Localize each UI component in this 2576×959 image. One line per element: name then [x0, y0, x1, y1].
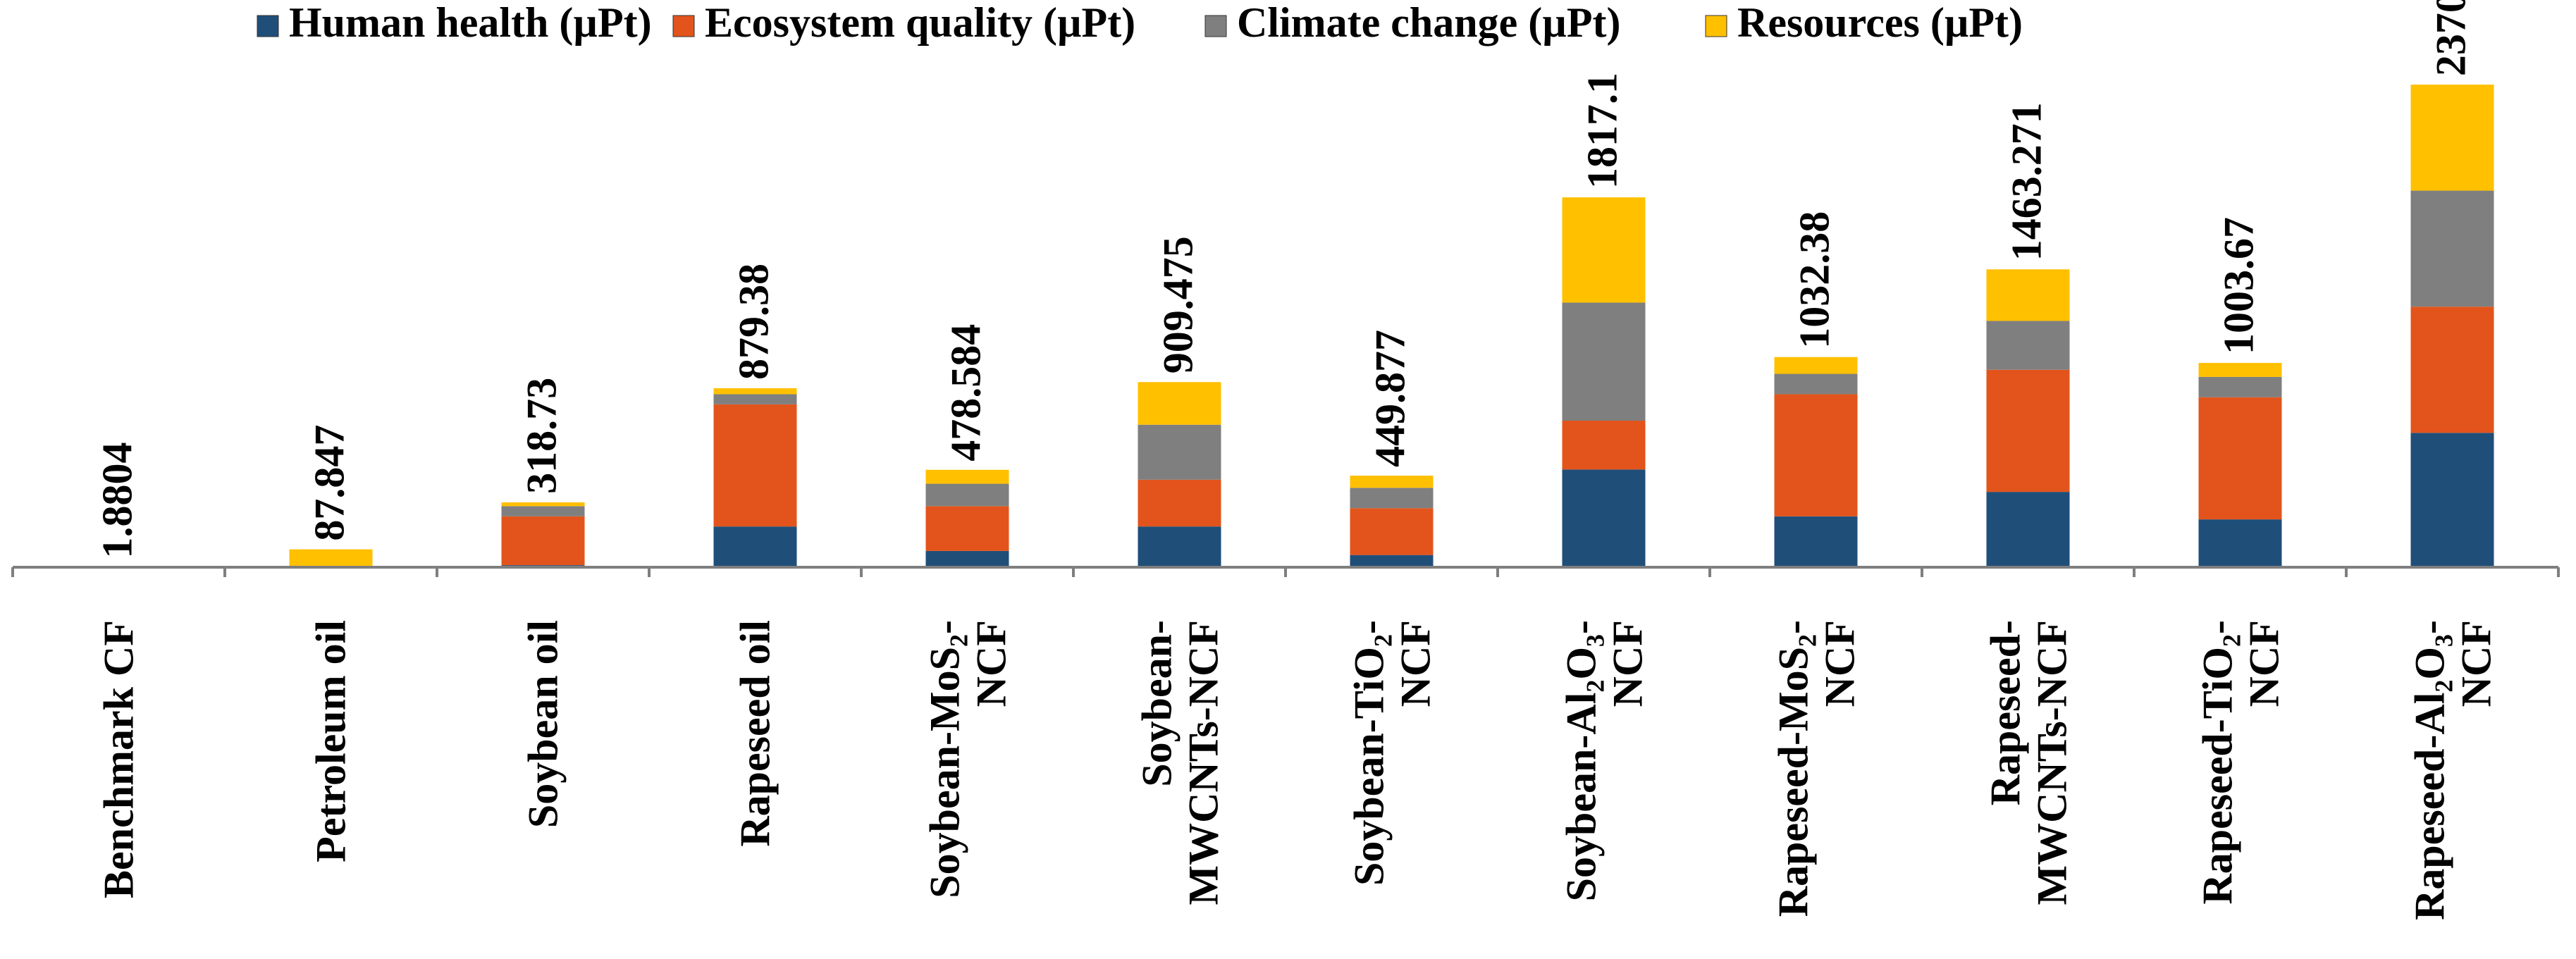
total-label-6: 909.475: [1155, 236, 1202, 373]
bar-6-series-4: [1138, 382, 1221, 425]
bar-6-series-3: [1138, 425, 1221, 480]
bar-10-series-2: [1987, 370, 2070, 492]
category-label-6-line-1: Soybean-: [1134, 620, 1181, 787]
bar-3-series-2: [502, 516, 585, 565]
bar-6-series-2: [1138, 480, 1221, 526]
legend-label-1: Human health (µPt): [289, 0, 652, 46]
bar-5-series-2: [926, 506, 1009, 551]
category-label-12-line-2: NCF: [2453, 620, 2500, 707]
category-label-3: Soybean oil: [520, 620, 567, 828]
category-label-7-line-2: NCF: [1393, 620, 1439, 707]
category-label-4: Rapeseed oil: [732, 620, 779, 847]
bar-6-series-1: [1138, 526, 1221, 567]
legend-label-2: Ecosystem quality (µPt): [705, 0, 1135, 46]
bar-4-series-1: [714, 526, 797, 567]
bar-9-series-1: [1775, 516, 1858, 567]
bar-5-series-3: [926, 484, 1009, 507]
bar-7-series-2: [1350, 508, 1434, 555]
bar-8-series-4: [1563, 197, 1646, 302]
category-label-5-line-1: Soybean-MoS₂-: [922, 620, 968, 898]
bar-5-series-1: [926, 551, 1009, 567]
total-label-3: 318.73: [519, 378, 565, 494]
category-label-10-line-1: Rapeseed-: [1983, 620, 2029, 805]
category-label-9-line-1: Rapeseed-MoS₂-: [1770, 620, 1817, 917]
total-label-2: 87.847: [307, 425, 353, 541]
total-label-11: 1003.67: [2216, 217, 2262, 354]
legend-swatch-1: [257, 16, 278, 37]
bar-4-series-4: [714, 388, 797, 394]
total-label-1: 1.8804: [94, 442, 141, 558]
total-label-12: 2370.9: [2428, 0, 2475, 76]
bar-7-series-4: [1350, 476, 1434, 488]
bar-11-series-4: [2199, 363, 2282, 377]
legend-label-3: Climate change (µPt): [1237, 0, 1620, 46]
bar-9-series-4: [1775, 357, 1858, 374]
bar-12-series-2: [2411, 307, 2494, 433]
category-label-7-line-1: Soybean-TiO₂-: [1346, 620, 1393, 886]
total-label-9: 1032.38: [1792, 211, 1838, 349]
bar-12-series-3: [2411, 191, 2494, 307]
category-label-5-line-2: NCF: [968, 620, 1015, 707]
category-label-8-line-2: NCF: [1605, 620, 1651, 707]
bar-10-series-3: [1987, 321, 2070, 369]
category-label-8-line-1: Soybean-Al₂O₃-: [1558, 620, 1605, 901]
bar-8-series-2: [1563, 421, 1646, 469]
total-label-7: 449.877: [1367, 330, 1414, 467]
bar-4-series-2: [714, 404, 797, 526]
bar-11-series-3: [2199, 377, 2282, 397]
bar-7-series-3: [1350, 488, 1434, 508]
legend-swatch-4: [1706, 16, 1727, 37]
total-label-4: 879.38: [731, 264, 777, 380]
bar-11-series-1: [2199, 519, 2282, 567]
category-label-9-line-2: NCF: [1817, 620, 1863, 707]
legend-swatch-3: [1205, 16, 1226, 37]
bar-10-series-1: [1987, 492, 2070, 567]
category-label-6-line-2: MWCNTs-NCF: [1181, 620, 1227, 905]
legend-swatch-2: [673, 16, 694, 37]
category-label-1: Benchmark CF: [96, 620, 142, 898]
bar-11-series-2: [2199, 397, 2282, 519]
category-label-12-line-1: Rapeseed-Al₂O₃-: [2407, 620, 2453, 920]
bar-10-series-4: [1987, 269, 2070, 321]
total-label-10: 1463.271: [2004, 102, 2050, 261]
category-label-11-line-2: NCF: [2241, 620, 2288, 707]
legend-label-4: Resources (µPt): [1737, 0, 2023, 46]
bar-9-series-3: [1775, 374, 1858, 395]
total-label-5: 478.584: [943, 324, 990, 462]
bar-7-series-1: [1350, 555, 1434, 567]
bar-9-series-2: [1775, 394, 1858, 516]
bar-8-series-1: [1563, 469, 1646, 567]
category-label-10-line-2: MWCNTs-NCF: [2029, 620, 2076, 905]
category-label-11-line-1: Rapeseed-TiO₂-: [2195, 620, 2241, 905]
bar-12-series-1: [2411, 433, 2494, 567]
bar-2-series-4: [290, 550, 373, 567]
bar-12-series-4: [2411, 85, 2494, 190]
bar-3-series-4: [502, 502, 585, 506]
category-label-2: Petroleum oil: [308, 620, 355, 862]
total-label-8: 1817.1: [1579, 73, 1626, 189]
bar-8-series-3: [1563, 302, 1646, 421]
bar-3-series-3: [502, 506, 585, 516]
bar-5-series-4: [926, 470, 1009, 484]
bar-4-series-3: [714, 394, 797, 404]
